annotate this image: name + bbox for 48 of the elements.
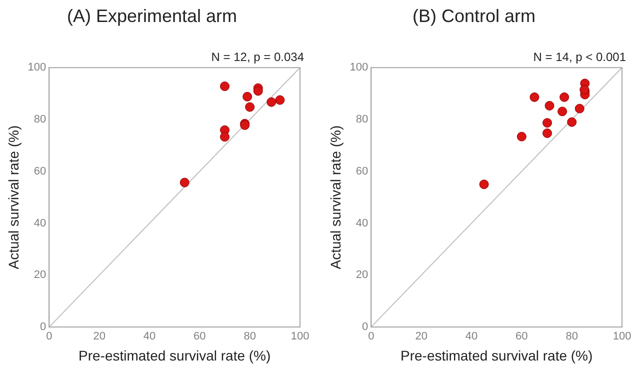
y-tick-label: 0 <box>40 321 46 334</box>
y-tick-label: 100 <box>350 62 368 74</box>
point <box>544 100 554 110</box>
point <box>242 92 252 102</box>
x-tick-label: 20 <box>415 330 428 343</box>
y-axis-title: Actual survival rate (%) <box>5 125 22 270</box>
x-tick-label: 60 <box>194 330 206 343</box>
y-tick-label: 100 <box>28 62 46 74</box>
point <box>220 82 230 92</box>
x-tick-label: 80 <box>244 330 256 343</box>
point <box>180 178 190 188</box>
chart-title: (B) Control arm <box>412 6 536 26</box>
point <box>245 102 255 112</box>
point <box>220 132 230 142</box>
y-tick-label: 40 <box>34 217 46 230</box>
chart-title: (A) Experimental arm <box>66 6 238 26</box>
x-tick-label: 80 <box>566 330 578 343</box>
point <box>542 128 552 138</box>
text: N = 14, p < 0.001 <box>533 50 626 64</box>
point <box>542 118 552 128</box>
x-tick-label: 100 <box>290 330 310 343</box>
point <box>530 92 540 102</box>
y-tick-label: 0 <box>362 321 368 334</box>
point <box>567 117 577 127</box>
x-axis-title: Pre-estimated survival rate (%) <box>400 347 593 364</box>
x-tick-label: 40 <box>143 330 156 343</box>
y-tick-label: 40 <box>356 217 368 230</box>
y-tick-label: 80 <box>34 114 46 126</box>
point <box>253 86 263 96</box>
point <box>558 106 568 116</box>
point <box>266 97 276 107</box>
y-tick-label: 60 <box>356 165 368 178</box>
y-tick-label: 80 <box>356 114 368 126</box>
x-tick-label: 40 <box>465 330 478 343</box>
point <box>516 132 526 142</box>
x-tick-label: 100 <box>612 330 632 343</box>
y-tick-label: 20 <box>356 269 368 282</box>
x-tick-label: 20 <box>93 330 106 343</box>
x-tick-label: 60 <box>516 330 528 343</box>
text: N = 12, p = 0.034 <box>211 50 304 64</box>
point <box>560 92 570 102</box>
x-axis-title: Pre-estimated survival rate (%) <box>78 347 271 364</box>
y-tick-label: 20 <box>34 269 46 282</box>
point <box>574 104 584 114</box>
y-axis-title: Actual survival rate (%) <box>327 125 344 270</box>
y-tick-label: 60 <box>34 165 46 178</box>
point <box>275 95 285 105</box>
point <box>479 180 489 190</box>
